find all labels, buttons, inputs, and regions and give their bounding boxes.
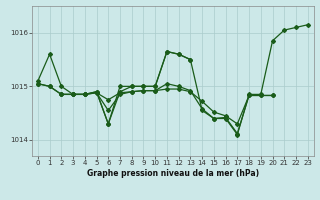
X-axis label: Graphe pression niveau de la mer (hPa): Graphe pression niveau de la mer (hPa)	[87, 169, 259, 178]
